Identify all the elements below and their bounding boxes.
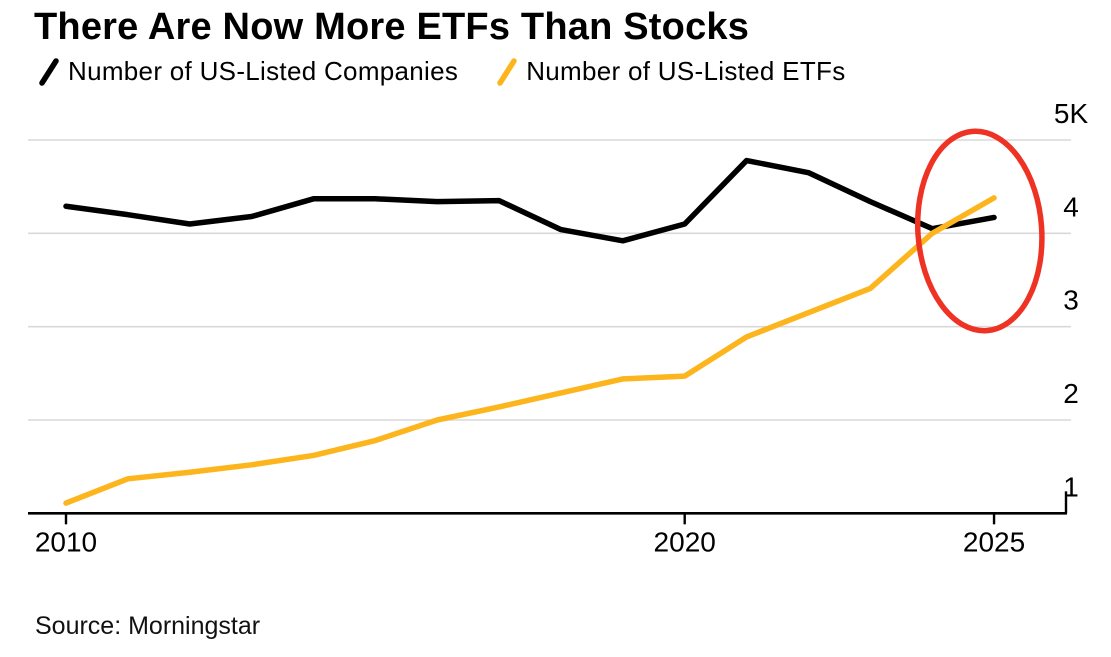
series-lines [63, 157, 997, 506]
y-axis-label: 2 [1063, 378, 1079, 409]
companies-legend-slash-icon [39, 57, 59, 86]
source-note: Source: Morningstar [35, 612, 261, 640]
legend-item-companies: Number of US-Listed Companies [38, 56, 458, 87]
chart-title: There Are Now More ETFs Than Stocks [34, 6, 750, 48]
crossover-annotation [914, 128, 1045, 334]
legend-label-etfs: Number of US-Listed ETFs [526, 56, 846, 86]
y-axis-label: 4 [1063, 191, 1079, 222]
x-axis [28, 491, 1068, 525]
y-axis-label: 5K [1054, 98, 1089, 129]
y-axis-label: 3 [1063, 285, 1079, 316]
crossover-annotation-ellipse [914, 128, 1045, 334]
companies-line [63, 157, 997, 244]
x-axis-label: 2025 [963, 526, 1025, 557]
axis-labels: 5K 4 3 2 1 2010 2020 2025 [35, 98, 1089, 557]
legend: Number of US-Listed Companies Number of … [38, 56, 884, 87]
legend-item-etfs: Number of US-Listed ETFs [496, 56, 845, 87]
legend-label-companies: Number of US-Listed Companies [68, 56, 459, 86]
x-axis-label: 2010 [35, 526, 97, 557]
y-axis-label: 1 [1063, 471, 1079, 502]
x-axis-label: 2020 [654, 526, 716, 557]
etfs-line [63, 195, 997, 506]
etfs-legend-slash-icon [497, 57, 517, 86]
gridlines [28, 139, 1071, 421]
